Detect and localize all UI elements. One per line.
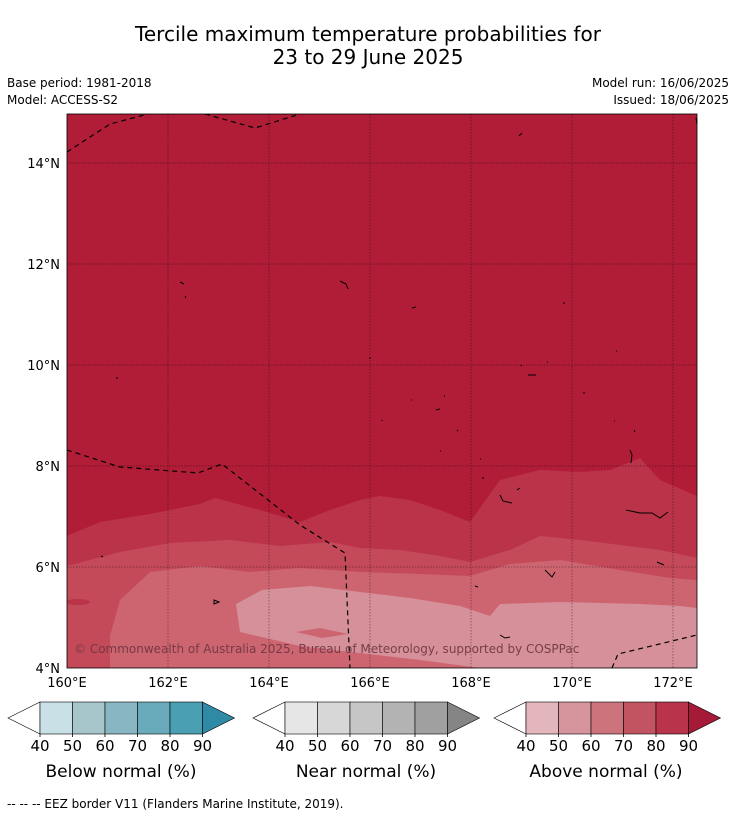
colorbar-tick-label: 50 [549,737,568,755]
colorbar-segment [525,701,559,735]
lat-label: 14°N [27,157,60,172]
field-above-60-small [296,628,348,638]
colorbar-above-normal: 40 50 60 70 80 90 [493,701,722,755]
colorbar-title-below: Below normal (%) [45,762,197,782]
colorbar-segment [284,701,318,735]
colorbar-near-normal: 40 50 60 70 80 90 [252,701,481,755]
colorbar-segment [558,701,592,735]
title-line2: 23 to 29 June 2025 [272,45,464,69]
colorbar-max-arrow [202,701,236,735]
title-line1: Tercile maximum temperature probabilitie… [135,22,601,46]
colorbar-tick-label: 60 [95,737,114,755]
lon-label: 162°E [148,676,188,691]
colorbar-segment [317,701,351,735]
colorbar-min-arrow [7,701,41,735]
map-frame [66,113,698,669]
lat-label: 4°N [36,662,61,677]
lat-label: 10°N [27,359,60,374]
colorbar-tick-label: 70 [614,737,633,755]
colorbar-tick-label: 80 [160,737,179,755]
eez-legend: -- -- -- EEZ border V11 (Flanders Marine… [7,797,344,811]
islands [100,117,698,639]
colorbar-segment [382,701,416,735]
colorbar-segment [72,701,106,735]
lon-axis: 160°E 162°E 164°E 166°E 168°E 170°E 172°… [47,676,693,691]
colorbar-segment [655,701,689,735]
colorbar-segment [590,701,624,735]
base-period: Base period: 1981-2018 [7,76,152,90]
lon-label: 170°E [552,676,592,691]
model-name: Model: ACCESS-S2 [7,93,119,107]
colorbar-tick-label: 40 [275,737,294,755]
field-above-50 [236,586,697,668]
colorbar-tick-label: 90 [193,737,212,755]
colorbar-segment [137,701,171,735]
lat-label: 8°N [36,460,61,475]
colorbar-tick-label: 90 [679,737,698,755]
colorbar-min-arrow [493,701,527,735]
colorbar-segment [39,701,73,735]
colorbar-tick-label: 70 [373,737,392,755]
colorbar-title-above: Above normal (%) [529,762,683,782]
lon-label: 172°E [653,676,693,691]
lat-label: 6°N [36,561,61,576]
lon-label: 160°E [47,676,87,691]
colorbar-max-arrow [688,701,722,735]
field-above-80-small [67,599,90,605]
colorbar-tick-label: 70 [128,737,147,755]
colorbar-title-near: Near normal (%) [295,762,437,782]
colorbar-segment [104,701,138,735]
colorbar-tick-label: 80 [646,737,665,755]
colorbar-tick-label: 40 [516,737,535,755]
probability-fields [67,114,697,668]
colorbar-tick-label: 50 [308,737,327,755]
colorbar-segment [169,701,203,735]
colorbar-segment [623,701,657,735]
colorbar-tick-label: 40 [30,737,49,755]
colorbar-segment [414,701,448,735]
lon-label: 168°E [451,676,491,691]
colorbar-below-normal: 40 50 60 70 80 90 [7,701,236,755]
colorbar-tick-label: 50 [63,737,82,755]
issued-date: Issued: 18/06/2025 [613,93,729,107]
lon-label: 166°E [350,676,390,691]
lat-axis: 14°N 12°N 10°N 8°N 6°N 4°N [27,157,60,677]
colorbar-segment [349,701,383,735]
copyright-notice: © Commonwealth of Australia 2025, Bureau… [74,642,579,656]
colorbar-tick-label: 90 [438,737,457,755]
colorbar-tick-label: 80 [405,737,424,755]
eez-borders [67,114,697,668]
graticule [67,114,697,668]
lon-label: 164°E [249,676,289,691]
colorbar-tick-label: 60 [340,737,359,755]
colorbar-max-arrow [447,701,481,735]
colorbar-tick-label: 60 [581,737,600,755]
model-run: Model run: 16/06/2025 [591,76,729,90]
lat-label: 12°N [27,258,60,273]
colorbar-min-arrow [252,701,286,735]
